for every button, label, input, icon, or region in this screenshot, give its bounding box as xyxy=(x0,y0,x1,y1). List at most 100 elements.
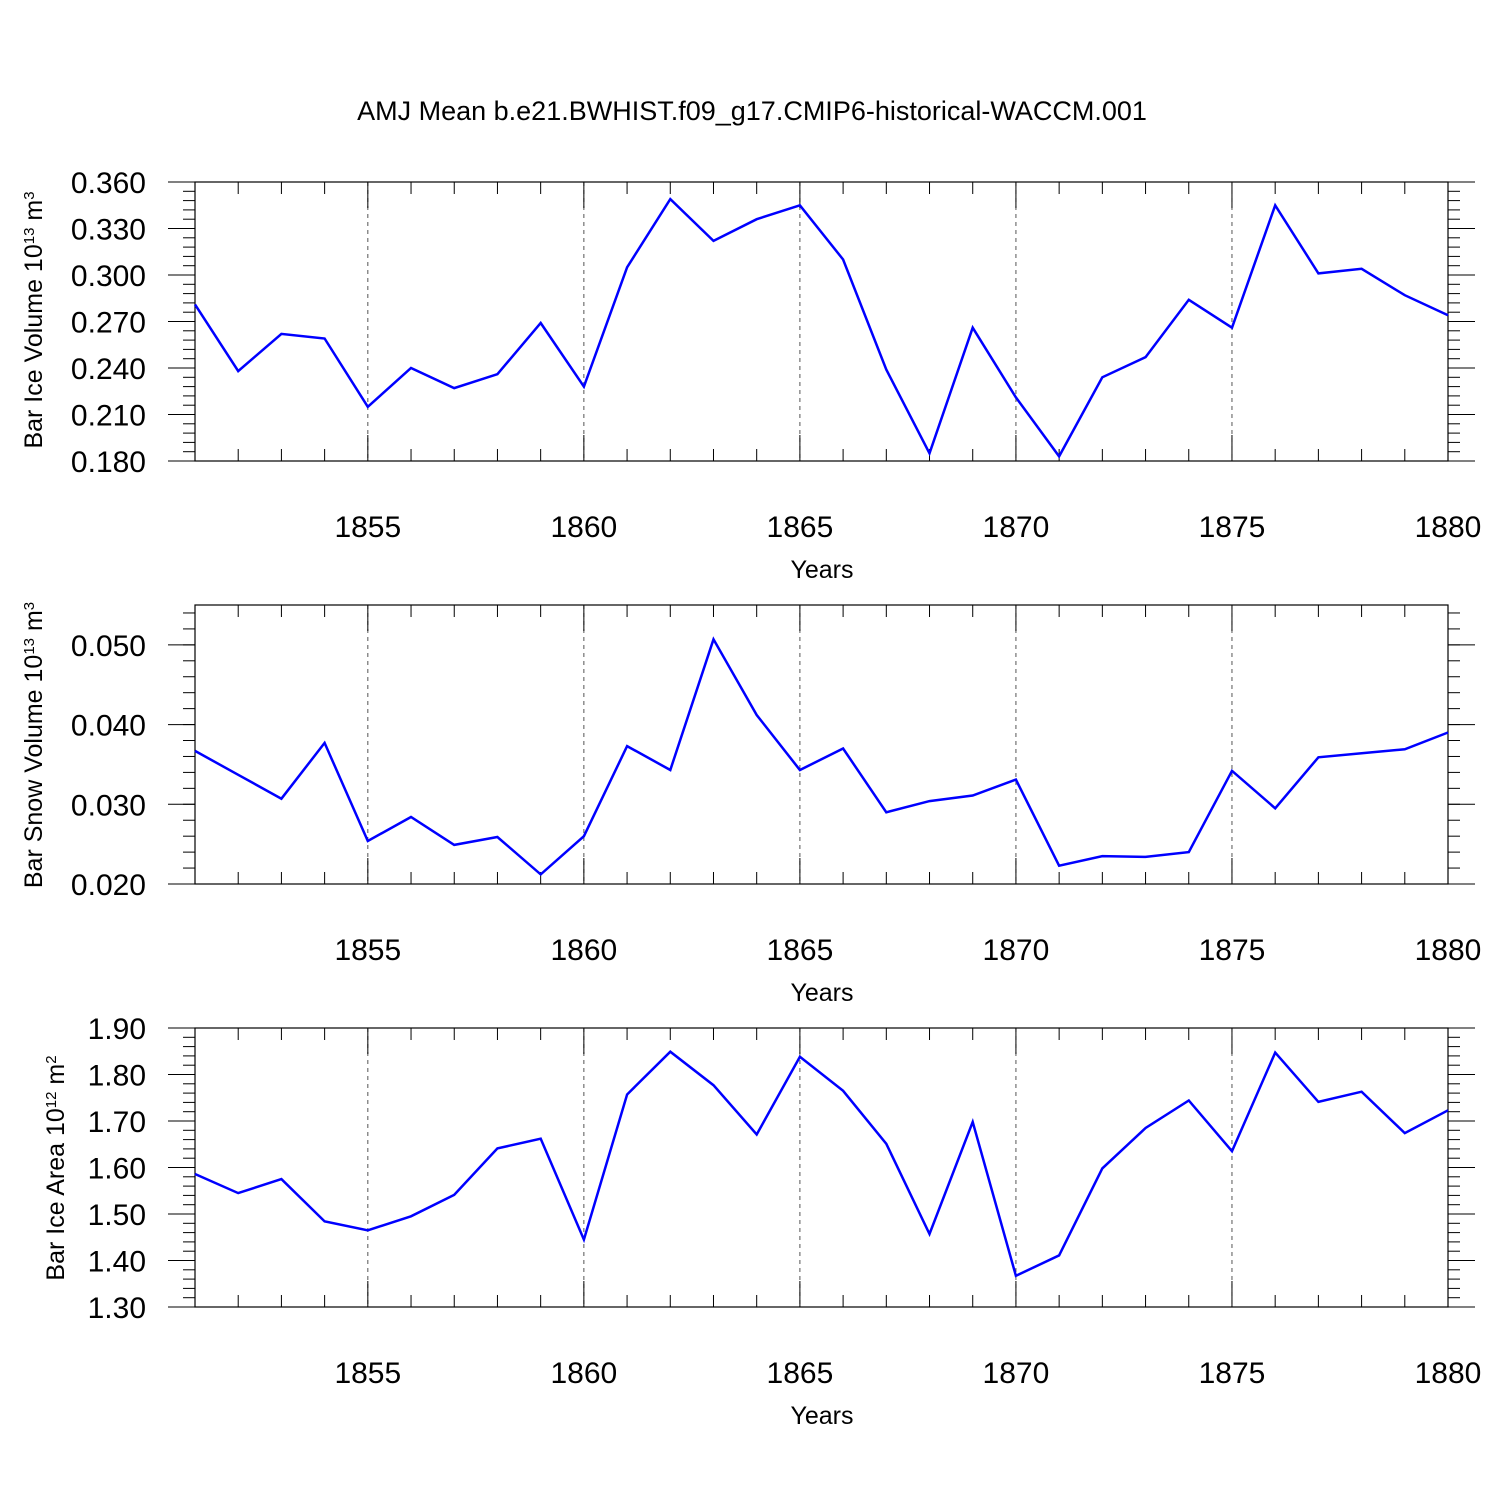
panel-2-data-point-1867 xyxy=(884,810,888,814)
panel-1-data-point-1854 xyxy=(323,337,327,341)
panel-1-y-tick-label: 0.270 xyxy=(71,307,146,340)
panel-3-data-point-1868 xyxy=(928,1232,932,1236)
panel-2-data-point-1855 xyxy=(366,839,370,843)
panel-1-data-point-1870 xyxy=(1014,395,1018,399)
panel-1-data-point-1871 xyxy=(1057,454,1061,458)
panel-1-data-point-1863 xyxy=(711,239,715,243)
panel-3-data-point-1852 xyxy=(236,1191,240,1195)
panel-3-y-tick-label: 1.90 xyxy=(88,1013,146,1046)
panel-1-data-point-1867 xyxy=(884,368,888,372)
panel-1-series-line-1 xyxy=(193,197,1449,459)
panel-1-x-tick-label-1870: 1870 xyxy=(983,511,1050,544)
panel-2-data-point-1853 xyxy=(279,797,283,801)
panel-3: 1.30 1.40 1.50 1.60 1.70 1.80 1.90 1855 1860 1865… xyxy=(42,1013,1481,1430)
panel-3-x-tick-label-1880: 1880 xyxy=(1415,1357,1482,1390)
panel-1-y-tick-label: 0.300 xyxy=(71,260,146,293)
panel-1-data-point-1855 xyxy=(366,405,370,409)
panel-2-x-tick-label-1870: 1870 xyxy=(983,934,1050,967)
panel-3-data-point-1872 xyxy=(1100,1166,1104,1170)
panel-1-y-tick-label: 0.360 xyxy=(71,167,146,200)
panel-3-data-point-1859 xyxy=(539,1137,543,1141)
panel-3-data-point-1860 xyxy=(582,1238,586,1242)
panel-1: 0.180 0.210 0.240 0.270 0.300 0.330 0.360 1855 1… xyxy=(20,167,1481,584)
panel-2-data-point-1868 xyxy=(928,799,932,803)
panel-1-data-point-1875 xyxy=(1230,326,1234,330)
panel-2-data-point-1873 xyxy=(1144,855,1148,859)
panel-2-data-point-1856 xyxy=(409,815,413,819)
panel-1-data-point-1877 xyxy=(1316,271,1320,275)
panel-1-x-axis-title: Years xyxy=(790,556,853,584)
panel-2-plot-frame xyxy=(194,604,1449,885)
panel-1-data-point-1858 xyxy=(495,372,499,376)
panel-2-y-tick-label: 0.040 xyxy=(71,710,146,743)
panel-3-x-tick-label-1855: 1855 xyxy=(334,1357,401,1390)
panel-3-data-point-1864 xyxy=(755,1132,759,1136)
panel-1-data-point-1868 xyxy=(928,451,932,455)
panel-3-data-point-1863 xyxy=(711,1083,715,1087)
panel-1-data-point-1857 xyxy=(452,386,456,390)
panel-3-y-tick-label: 1.70 xyxy=(88,1106,146,1139)
panel-3-data-point-1855 xyxy=(366,1228,370,1232)
panel-1-data-point-1865 xyxy=(798,203,802,207)
panel-2-data-point-1880 xyxy=(1446,731,1450,735)
panel-3-x-axis-title: Years xyxy=(790,1402,853,1430)
figure-title: AMJ Mean b.e21.BWHIST.f09_g17.CMIP6-hist… xyxy=(357,96,1147,126)
panel-3-y-tick-label: 1.50 xyxy=(88,1199,146,1232)
panel-3-data-point-1871 xyxy=(1057,1253,1061,1257)
panel-1-data-point-1874 xyxy=(1187,298,1191,302)
panel-3-x-tick-label-1875: 1875 xyxy=(1199,1357,1266,1390)
panel-1-data-point-1880 xyxy=(1446,313,1450,317)
panel-3-data-point-1856 xyxy=(409,1214,413,1218)
panel-1-data-point-1859 xyxy=(539,321,543,325)
panel-1-data-point-1876 xyxy=(1273,203,1277,207)
panel-3-x-tick-label-1870: 1870 xyxy=(983,1357,1050,1390)
panel-1-data-point-1851 xyxy=(193,302,197,306)
panel-2-data-point-1863 xyxy=(711,637,715,641)
panel-3-y-tick-label: 1.40 xyxy=(88,1246,146,1279)
panel-3-y-axis-title: Bar Ice Area 1012 m2 xyxy=(42,1055,70,1280)
panel-3-data-point-1865 xyxy=(798,1055,802,1059)
panel-2-data-point-1864 xyxy=(755,713,759,717)
panel-3-data-point-1880 xyxy=(1446,1108,1450,1112)
panel-2-y-tick-label: 0.030 xyxy=(71,789,146,822)
panel-2-x-tick-label-1880: 1880 xyxy=(1415,934,1482,967)
panel-2-data-point-1859 xyxy=(539,872,543,876)
panel-3-data-point-1857 xyxy=(452,1193,456,1197)
panel-2-series-line-1 xyxy=(194,636,1449,877)
panel-1-data-point-1860 xyxy=(582,385,586,389)
panel-1-data-point-1873 xyxy=(1144,355,1148,359)
panel-2-data-point-1870 xyxy=(1014,778,1018,782)
panel-3-data-point-1879 xyxy=(1403,1131,1407,1135)
panel-3-x-tick-label-1865: 1865 xyxy=(767,1357,834,1390)
panel-3-y-tick-label: 1.30 xyxy=(88,1292,146,1325)
panel-3-y-tick-label: 1.80 xyxy=(88,1060,146,1093)
panel-2-data-point-1860 xyxy=(582,834,586,838)
panel-2-y-axis-title: Bar Snow Volume 1013 m3 xyxy=(20,602,48,888)
panel-3-data-point-1867 xyxy=(884,1142,888,1146)
panel-2-data-point-1876 xyxy=(1273,806,1277,810)
panel-2-data-point-1877 xyxy=(1316,755,1320,759)
panel-1-x-tick-label-1880: 1880 xyxy=(1415,511,1482,544)
panel-3-data-point-1878 xyxy=(1360,1090,1364,1094)
panel-1-y-tick-label: 0.180 xyxy=(71,446,146,479)
panel-1-data-point-1869 xyxy=(971,326,975,330)
panel-1-data-point-1861 xyxy=(625,265,629,269)
panel-2-data-point-1872 xyxy=(1100,854,1104,858)
panel-2-data-point-1861 xyxy=(625,744,629,748)
panel-2-data-point-1852 xyxy=(236,773,240,777)
panel-1-y-axis-title: Bar Ice Volume 1013 m3 xyxy=(20,191,48,448)
panel-1-data-point-1878 xyxy=(1360,267,1364,271)
panel-2-data-point-1879 xyxy=(1403,747,1407,751)
panel-1-x-tick-label-1875: 1875 xyxy=(1199,511,1266,544)
panel-1-data-point-1852 xyxy=(236,369,240,373)
panel-2-x-tick-label-1860: 1860 xyxy=(550,934,617,967)
panel-1-x-tick-label-1855: 1855 xyxy=(334,511,401,544)
panel-1-data-point-1862 xyxy=(668,197,672,201)
panel-3-x-tick-label-1860: 1860 xyxy=(550,1357,617,1390)
panel-2-x-axis-title: Years xyxy=(790,979,853,1007)
panel-3-data-point-1861 xyxy=(625,1092,629,1096)
panel-3-data-point-1877 xyxy=(1316,1100,1320,1104)
panel-2-data-point-1866 xyxy=(841,746,845,750)
panel-1-data-point-1879 xyxy=(1403,293,1407,297)
